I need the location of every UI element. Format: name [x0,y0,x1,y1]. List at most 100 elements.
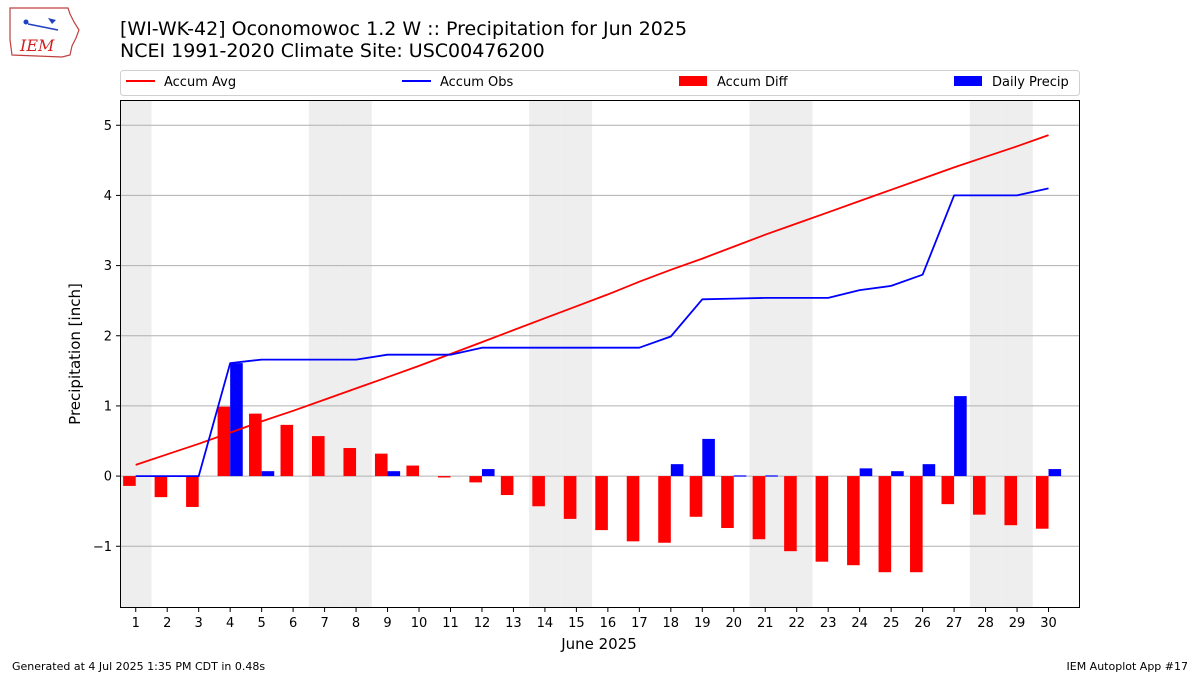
x-tick-label: 15 [568,616,585,631]
x-tick-label: 16 [600,616,617,631]
accum-diff-bar-2 [154,476,168,498]
legend-frame [120,70,1080,96]
weekend-bands [120,100,1033,608]
daily-precip-bar-9 [387,471,401,477]
accum-diff-bar-23 [815,476,829,562]
accum-diff-bar-15 [563,476,577,519]
accum-diff-bar-10 [406,465,420,477]
chart-title: [WI-WK-42] Oconomowoc 1.2 W :: Precipita… [120,18,687,40]
y-tick-label: 1 [104,399,112,414]
accum-diff-bar-24 [847,476,860,566]
x-tick-label: 23 [820,616,837,631]
iem-logo: IEM [9,7,80,58]
x-tick-label: 30 [1040,616,1057,631]
chart-subtitle: NCEI 1991-2020 Climate Site: USC00476200 [120,40,545,62]
accum-diff-bar-17 [626,476,640,542]
accum-diff-bar-1 [123,476,136,486]
accum-diff-bar-25 [878,476,892,573]
y-axis-label: Precipitation [inch] [66,283,84,425]
accum-diff-bar-5 [249,413,262,477]
weekend-band-15 [560,100,593,608]
accum-diff-bar-28 [972,476,986,515]
x-tick-label: 6 [289,616,297,631]
legend: Accum Avg Accum Obs Accum Diff Daily Pre… [120,70,1080,96]
weekend-band-29 [1001,100,1033,608]
x-tick-label: 2 [163,616,171,631]
x-axis-ticks: 1 2 3 4 5 6 7 8 9 10 11 12 13 14 15 16 17 18 19 20 21 22 23 24 2… [132,608,1057,631]
accum-diff-bar-4 [217,406,231,477]
legend-label-accum-obs: Accum Obs [440,75,513,90]
daily-precip-bar-5 [261,471,275,477]
x-tick-label: 21 [757,616,774,631]
y-tick-label: 2 [104,329,112,344]
x-tick-label: 17 [631,616,648,631]
daily-precip-bar-24 [859,468,873,477]
accum-obs-line [135,187,1049,478]
x-tick-label: 14 [537,616,554,631]
x-tick-label: 7 [320,616,328,631]
accum-avg-polyline [135,134,1049,466]
x-axis-label: June 2025 [560,635,637,653]
footer-app: IEM Autoplot App #17 [1067,660,1189,673]
weekend-band-8 [340,100,372,608]
x-tick-label: 13 [505,616,522,631]
weekend-band-7 [308,100,341,608]
x-tick-label: 28 [977,616,994,631]
daily-precip-bar-18 [670,464,684,477]
accum-diff-bar-3 [186,476,199,507]
x-tick-label: 19 [694,616,711,631]
accum-diff-bar-8 [343,448,357,477]
accum-diff-bar-20 [721,476,734,529]
x-tick-label: 8 [352,616,360,631]
x-tick-label: 3 [195,616,203,631]
accum-diff-bars [123,406,1049,573]
y-tick-label: 4 [104,189,112,204]
accum-diff-bar-26 [910,476,923,573]
y-tick-label: −1 [93,540,112,555]
accum-diff-bar-11 [437,476,451,478]
daily-precip-bar-21 [765,475,778,477]
daily-precip-bar-30 [1048,469,1062,477]
daily-precip-bar-26 [922,464,936,477]
accum-diff-bar-30 [1035,476,1049,529]
x-tick-label: 24 [851,616,868,631]
daily-precip-bar-20 [733,475,747,477]
legend-swatch-daily-precip [954,76,982,86]
daily-precip-bar-25 [891,471,904,477]
x-tick-label: 5 [257,616,265,631]
logo-text: IEM [19,36,55,55]
y-tick-label: 3 [104,259,112,274]
accum-avg-line [135,134,1049,466]
accum-diff-bar-18 [658,476,671,543]
x-tick-label: 12 [474,616,491,631]
plot-frame [120,100,1080,608]
accum-obs-polyline [135,187,1049,478]
y-tick-label: 5 [104,119,112,134]
x-tick-label: 20 [725,616,742,631]
x-tick-label: 25 [883,616,900,631]
accum-diff-bar-29 [1004,476,1018,526]
accum-diff-bar-16 [595,476,608,531]
accum-diff-bar-9 [374,453,388,477]
accum-diff-bar-27 [941,476,955,505]
accum-diff-bar-22 [784,476,797,552]
x-tick-label: 22 [788,616,805,631]
daily-precip-bar-19 [702,438,715,477]
daily-precip-bar-27 [954,396,967,477]
weekend-band-28 [969,100,1002,608]
y-axis-ticks: −1 0 1 2 3 4 5 [93,119,120,555]
accum-diff-bar-13 [500,476,514,496]
x-tick-label: 27 [946,616,963,631]
x-tick-label: 26 [914,616,931,631]
daily-precip-bar-4 [230,363,243,477]
weekend-band-1 [120,100,152,608]
daily-precip-bars [230,363,1062,477]
accum-diff-bar-6 [280,424,294,477]
x-tick-label: 29 [1009,616,1026,631]
legend-label-daily-precip: Daily Precip [992,75,1069,90]
legend-swatch-accum-diff [679,76,707,86]
x-tick-label: 1 [132,616,140,631]
accum-diff-bar-12 [469,476,482,483]
x-tick-label: 11 [442,616,459,631]
